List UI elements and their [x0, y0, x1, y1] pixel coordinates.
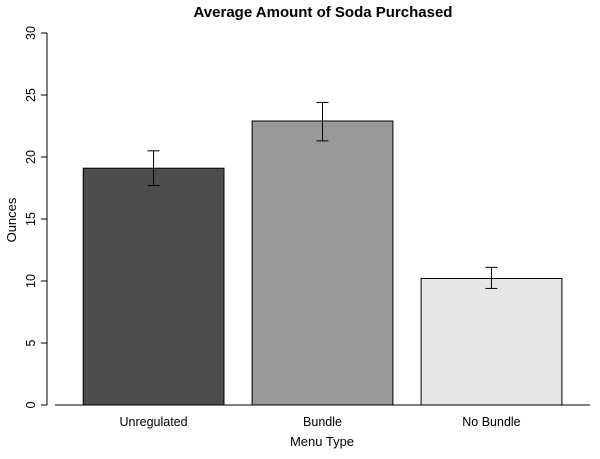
x-tick-label: Bundle: [303, 415, 342, 429]
x-axis-label: Menu Type: [290, 434, 354, 449]
error-bar-no-bundle: [485, 266, 498, 289]
y-axis: 0 5 10 15 20 25 30: [24, 26, 48, 408]
error-bar-unregulated: [147, 150, 160, 187]
x-tick-label: No Bundle: [462, 415, 520, 429]
bar-bundle: [251, 120, 394, 406]
y-tick-label: 20: [24, 150, 38, 164]
y-tick-label: 10: [24, 274, 38, 288]
bar-unregulated: [82, 167, 225, 406]
y-tick-label: 30: [24, 26, 38, 40]
error-bars-group: [147, 101, 498, 289]
y-tick-label: 25: [24, 88, 38, 102]
x-axis: Unregulated Bundle No Bundle: [55, 404, 590, 429]
error-bar-bundle: [316, 101, 329, 142]
y-tick-label: 15: [24, 212, 38, 226]
y-axis-label: Ounces: [4, 197, 19, 242]
bars-group: [82, 120, 563, 406]
chart-title: Average Amount of Soda Purchased: [194, 4, 453, 21]
y-tick-label: 0: [24, 401, 38, 408]
y-tick-label: 5: [24, 339, 38, 346]
bar-no-bundle: [420, 278, 563, 406]
x-tick-label: Unregulated: [119, 415, 187, 429]
